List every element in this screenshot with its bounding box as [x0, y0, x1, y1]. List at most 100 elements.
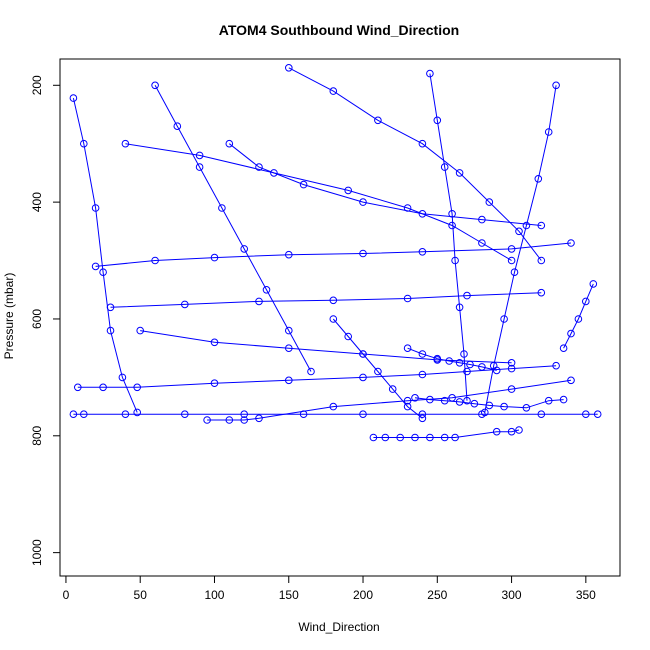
- data-point: [537, 256, 546, 265]
- data-point: [106, 303, 115, 312]
- data-point: [255, 163, 263, 171]
- data-point: [510, 268, 519, 277]
- data-point: [455, 303, 464, 312]
- data-point: [270, 169, 278, 177]
- data-point: [567, 239, 575, 247]
- data-point: [478, 239, 486, 247]
- series-line: [563, 283, 594, 349]
- data-point: [559, 395, 568, 404]
- series-2: [74, 361, 560, 392]
- series-15: [225, 139, 546, 230]
- data-point: [574, 315, 583, 323]
- data-point: [478, 363, 486, 371]
- data-point: [136, 326, 144, 335]
- data-point: [500, 402, 508, 411]
- data-point: [470, 399, 479, 408]
- data-point: [329, 87, 338, 95]
- series-line: [110, 292, 542, 308]
- y-tick-label: 400: [30, 192, 44, 212]
- series-16: [136, 326, 516, 367]
- y-tick-label: 600: [30, 309, 44, 329]
- y-axis: 200 400 600 800 1000: [30, 75, 60, 566]
- data-point: [329, 402, 338, 411]
- data-point: [463, 291, 471, 300]
- data-point: [285, 250, 293, 259]
- data-point: [369, 433, 378, 442]
- data-point: [440, 396, 449, 405]
- data-point: [418, 139, 427, 148]
- series-12: [481, 81, 560, 417]
- series-1: [69, 410, 602, 419]
- data-point: [544, 396, 553, 405]
- series-line: [77, 365, 557, 388]
- data-point: [445, 357, 454, 365]
- series-line: [407, 347, 497, 371]
- data-point: [455, 398, 464, 406]
- data-point: [121, 410, 130, 419]
- data-point: [418, 414, 427, 423]
- x-tick-label: 200: [353, 588, 373, 602]
- data-point: [411, 394, 419, 402]
- data-point: [285, 326, 293, 335]
- series-line: [140, 330, 512, 364]
- data-point: [463, 367, 471, 376]
- data-point: [403, 294, 412, 303]
- data-point: [559, 344, 568, 353]
- data-point: [173, 122, 182, 130]
- data-point: [91, 204, 100, 212]
- data-point: [567, 329, 575, 338]
- series-line: [373, 429, 520, 438]
- series-4: [203, 376, 575, 424]
- data-point: [418, 370, 427, 379]
- chart-title: ATOM4 Southbound Wind_Direction: [219, 22, 459, 38]
- y-tick-label: 200: [30, 75, 44, 95]
- data-point: [460, 350, 468, 358]
- data-point: [307, 367, 315, 376]
- data-point: [344, 186, 353, 195]
- data-point: [403, 402, 412, 411]
- data-point: [151, 81, 159, 90]
- data-point: [285, 64, 293, 72]
- data-point: [285, 344, 293, 353]
- data-point: [285, 376, 293, 385]
- data-point: [478, 215, 486, 224]
- series-17: [559, 280, 598, 353]
- data-point: [381, 433, 390, 442]
- data-point: [195, 163, 204, 171]
- data-point: [418, 248, 427, 256]
- y-axis-label: Pressure (mbar): [2, 273, 16, 360]
- data-point: [69, 410, 78, 419]
- data-point: [451, 433, 459, 442]
- series-layer: [69, 64, 602, 442]
- data-point: [418, 410, 427, 419]
- series-line: [154, 85, 312, 372]
- data-point: [210, 379, 219, 388]
- y-tick-label: 1000: [30, 539, 44, 566]
- data-point: [448, 221, 456, 230]
- data-point: [455, 169, 464, 177]
- data-point: [507, 245, 516, 253]
- series-5: [69, 94, 141, 417]
- data-point: [567, 376, 575, 385]
- x-tick-label: 300: [502, 588, 522, 602]
- series-line: [288, 67, 542, 261]
- data-point: [582, 297, 590, 306]
- series-13: [403, 344, 501, 375]
- data-point: [255, 297, 263, 306]
- x-tick-label: 250: [427, 588, 447, 602]
- series-line: [72, 97, 138, 413]
- series-10: [285, 64, 546, 265]
- series-3: [369, 426, 523, 442]
- data-point: [492, 366, 501, 375]
- series-line: [125, 143, 512, 261]
- data-point: [426, 433, 434, 442]
- data-point: [552, 81, 560, 90]
- data-point: [537, 288, 546, 297]
- data-point: [418, 210, 427, 218]
- data-point: [388, 385, 397, 393]
- data-point: [359, 249, 367, 258]
- data-point: [485, 401, 494, 410]
- data-point: [507, 385, 516, 393]
- data-point: [403, 396, 412, 405]
- data-point: [99, 268, 107, 277]
